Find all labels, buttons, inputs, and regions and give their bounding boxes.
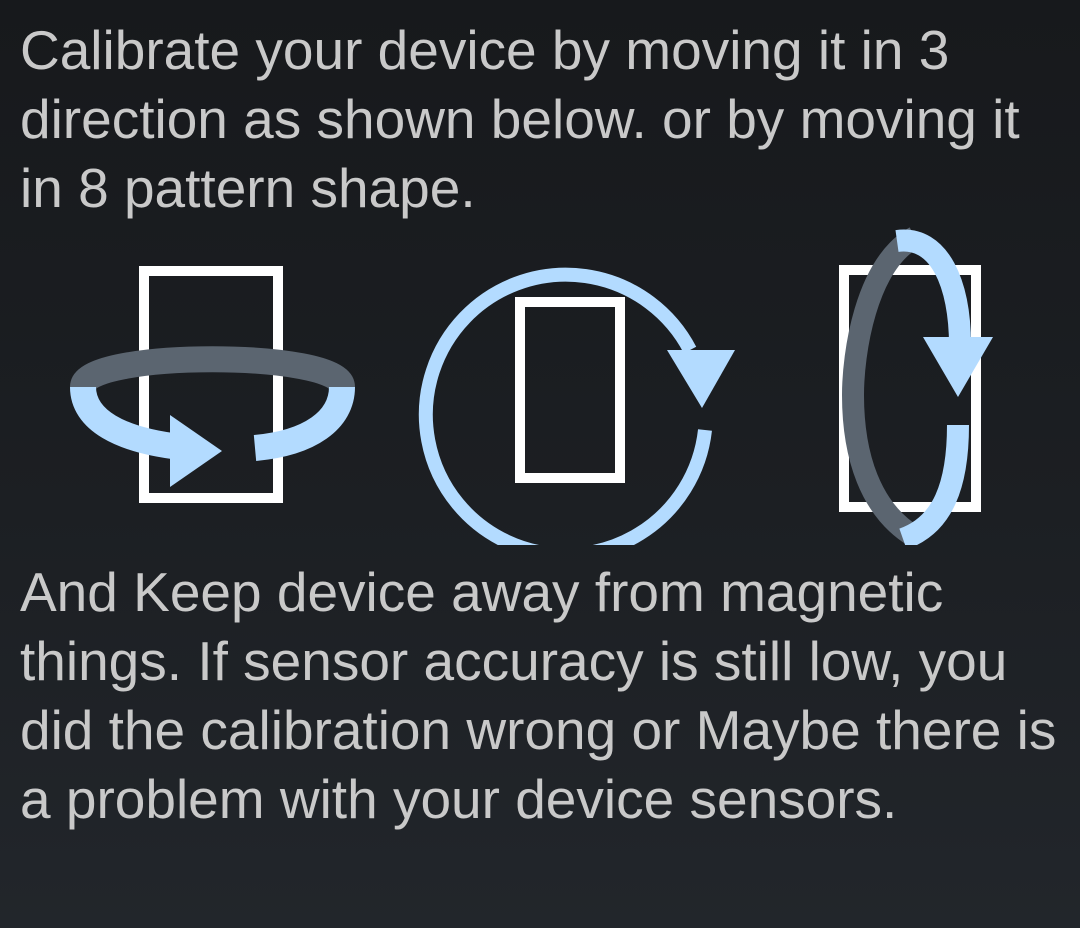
rotation-arc	[418, 267, 712, 545]
calibration-intro-text: Calibrate your device by moving it in 3 …	[20, 19, 1020, 219]
phone-rotate-vertical-icon	[839, 227, 993, 545]
phone-rotate-horizontal-icon	[70, 266, 355, 503]
arrow-head	[667, 350, 735, 408]
phone-outline	[139, 266, 283, 503]
arrow-head	[170, 415, 222, 487]
phone-outline	[515, 297, 625, 483]
ring-back	[841, 227, 922, 545]
arrow-head	[923, 337, 993, 397]
calibration-illustrations	[0, 225, 1080, 555]
ring-front-right	[253, 386, 355, 461]
ring-back	[70, 346, 355, 392]
ring-front-bottom	[898, 424, 969, 545]
calibration-warning-text: And Keep device away from magnetic thing…	[20, 561, 1057, 830]
ring-front-top	[895, 229, 971, 346]
phone-rotate-circular-icon	[418, 267, 735, 545]
ring-front-left	[70, 385, 182, 460]
